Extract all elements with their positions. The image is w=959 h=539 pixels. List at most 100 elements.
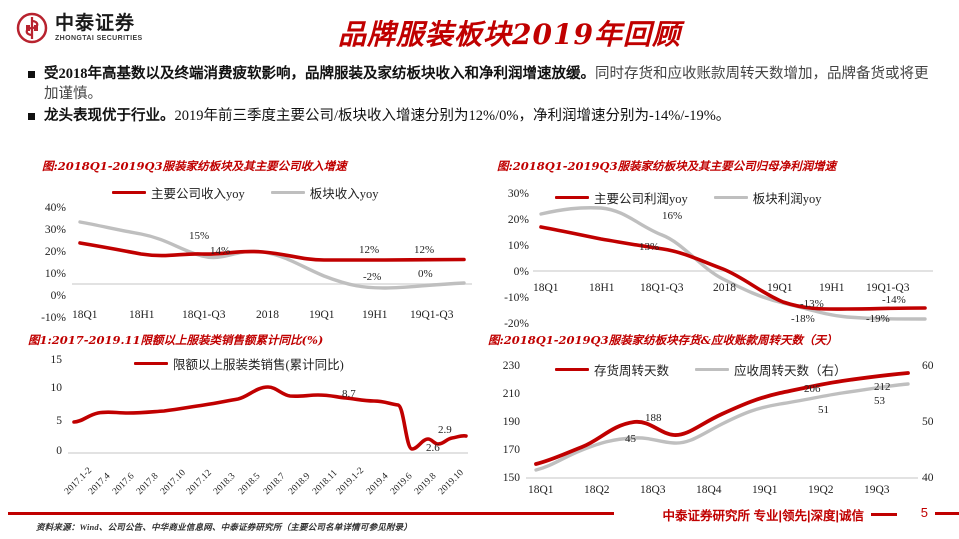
ytick: -20% [504, 318, 529, 330]
data-label: 212 [874, 381, 891, 393]
data-label: -19% [866, 313, 890, 325]
series-line-main-company-profit [539, 225, 927, 311]
ytick-right: 50 [922, 416, 934, 428]
ytick: 5 [56, 415, 62, 427]
footer-rule-left [8, 512, 614, 515]
data-label: 2.6 [426, 442, 440, 454]
legend-label-inventory-days: 存货周转天数 [594, 364, 670, 378]
xtick: 18Q1 [72, 309, 98, 321]
series-line-receivable-days [534, 382, 910, 472]
xtick: 2018.5 [236, 471, 263, 497]
data-label: 2.9 [438, 424, 452, 436]
data-label: 14% [210, 245, 231, 257]
xtick: 2017.8 [134, 471, 161, 497]
data-label: -13% [800, 298, 824, 310]
ytick: 15 [50, 354, 63, 366]
logo-name-cn: 中泰证券 [55, 13, 136, 34]
legend-label-retail-sales: 限额以上服装类销售(累计同比) [173, 358, 344, 372]
page-title: 品牌服装板块2019年回顾 [338, 18, 681, 51]
chart-title-revenue-growth: 图:2018Q1-2019Q3服装家纺板块及其主要公司收入增速 [42, 159, 347, 173]
xtick: 2019.4 [364, 471, 391, 497]
company-logo: 中泰证券 ZHONGTAI SECURITIES [16, 12, 143, 44]
chart-legend-revenue-growth: 主要公司收入yoy 板块收入yoy [112, 183, 379, 202]
series-line-sector-profit [539, 206, 927, 321]
series-line-retail-sales [72, 385, 468, 451]
chart-plot-profit-growth [533, 206, 933, 321]
xtick: 19H1 [362, 309, 388, 321]
bullet-square-icon [28, 71, 35, 78]
bullet-2-strong: 龙头表现优于行业。 [44, 108, 175, 124]
legend-label-main-company-revenue: 主要公司收入yoy [151, 187, 245, 201]
xtick: 19Q1 [767, 282, 793, 294]
data-label: -14% [882, 294, 906, 306]
xtick: 19Q1 [752, 484, 778, 496]
legend-swatch-grey [713, 195, 748, 200]
xtick: 19Q1-Q3 [410, 309, 454, 321]
xtick: 18Q1 [528, 484, 554, 496]
chart-panel-revenue-growth: 图:2018Q1-2019Q3服装家纺板块及其主要公司收入增速 主要公司收入yo… [24, 158, 474, 324]
bullet-1-strong: 受2018年高基数以及终端消费疲软影响，品牌服装及家纺板块收入和净利润增速放缓。 [44, 66, 595, 82]
xtick: 2018 [256, 309, 279, 321]
xtick: 2017.10 [158, 468, 188, 497]
xtick: 18Q2 [584, 484, 610, 496]
xtick: 19Q1 [309, 309, 335, 321]
ytick: 0 [56, 445, 62, 457]
xtick: 2018 [713, 282, 736, 294]
bullet-2-rest: 2019年前三季度主要公司/板块收入增速分别为12%/0%，净利润增速分别为-1… [174, 108, 731, 124]
data-label: 0% [418, 268, 433, 280]
legend-label-main-company-profit: 主要公司利润yoy [594, 192, 688, 206]
data-label: 8.7 [342, 388, 356, 400]
footer-dash-icon [871, 513, 897, 516]
ytick: 30% [507, 188, 529, 200]
data-label: 12% [359, 244, 380, 256]
ytick: -10% [41, 312, 66, 324]
ytick: -10% [504, 292, 529, 304]
chart-plot-revenue-growth [72, 220, 472, 290]
chart-plot-retail-sales [68, 385, 468, 454]
data-label: 51 [818, 404, 829, 416]
xtick: 2019.6 [388, 471, 415, 497]
chart-panel-profit-growth: 图:2018Q1-2019Q3服装家纺板块及其主要公司归母净利润增速 主要公司利… [487, 158, 947, 330]
ytick: 40% [44, 202, 66, 214]
legend-swatch-red [112, 190, 146, 195]
xtick: 2018.3 [211, 471, 238, 497]
xtick: 18Q4 [696, 484, 722, 496]
chart-plot-turnover-days [526, 371, 918, 479]
legend-swatch-red [555, 195, 589, 200]
xtick: 2017.12 [184, 468, 214, 497]
ytick: 0% [513, 266, 529, 278]
xtick: 2019.8 [412, 471, 439, 497]
xtick: 18Q1-Q3 [640, 282, 684, 294]
xtick: 18Q1 [533, 282, 559, 294]
series-line-main-company [78, 241, 466, 262]
ytick-right: 40 [922, 472, 934, 484]
xtick: 18Q1-Q3 [182, 309, 226, 321]
data-label: 53 [874, 395, 885, 407]
chart-legend-turnover-days: 存货周转天数 应收周转天数（右） [555, 360, 847, 379]
data-label: 16% [662, 210, 683, 222]
ytick-right: 60 [922, 360, 934, 372]
legend-swatch-grey [695, 367, 730, 372]
ytick-left: 210 [502, 388, 520, 400]
chart-title-turnover-days: 图:2018Q1-2019Q3服装家纺板块存货&应收账款周转天数（天） [488, 333, 838, 347]
ytick-left: 150 [502, 472, 520, 484]
bullet-list: 受2018年高基数以及终端消费疲软影响，品牌服装及家纺板块收入和净利润增速放缓。… [28, 64, 938, 128]
xtick: 2018.7 [261, 471, 288, 497]
ytick: 30% [44, 224, 66, 236]
ytick-left: 170 [502, 444, 520, 456]
ytick: 20% [507, 214, 529, 226]
ytick: 20% [44, 246, 66, 258]
legend-swatch-grey [270, 190, 305, 195]
bullet-item: 受2018年高基数以及终端消费疲软影响，品牌服装及家纺板块收入和净利润增速放缓。… [28, 64, 938, 104]
ytick-left: 230 [502, 360, 520, 372]
logo-name-en: ZHONGTAI SECURITIES [55, 35, 143, 42]
xtick: 19Q1-Q3 [866, 282, 910, 294]
ytick: 0% [50, 290, 66, 302]
xtick: 19Q2 [808, 484, 834, 496]
xtick: 2019.1-2 [334, 465, 367, 497]
chart-panel-turnover-days: 图:2018Q1-2019Q3服装家纺板块存货&应收账款周转天数（天） 存货周转… [480, 332, 950, 497]
data-label: 13% [639, 241, 660, 253]
data-label: 45 [625, 433, 636, 445]
data-label: 206 [804, 383, 821, 395]
